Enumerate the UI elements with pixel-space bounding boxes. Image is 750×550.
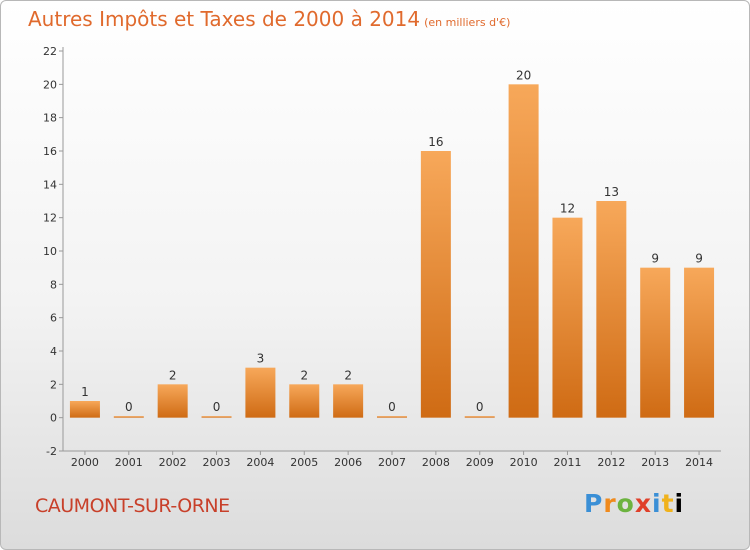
value-label-2004: 3 xyxy=(257,352,265,366)
y-tick-label: 18 xyxy=(43,112,57,125)
logo-letter: P xyxy=(584,489,604,518)
bar-2011 xyxy=(552,217,583,418)
x-tick-label-2005: 2005 xyxy=(290,456,318,469)
chart-subtitle: (en milliers d'€) xyxy=(424,16,511,29)
logo-letter: r xyxy=(603,489,617,518)
bar-2009 xyxy=(464,416,495,418)
value-label-2000: 1 xyxy=(81,385,89,399)
bar-2012 xyxy=(596,201,627,418)
bar-2014 xyxy=(684,267,715,418)
x-tick-label-2003: 2003 xyxy=(203,456,231,469)
x-tick-label-2014: 2014 xyxy=(685,456,713,469)
logo-letter: t xyxy=(661,489,675,518)
value-label-2005: 2 xyxy=(300,368,308,382)
value-label-2001: 0 xyxy=(125,400,133,414)
value-label-2008: 16 xyxy=(428,135,443,149)
x-tick-label-2010: 2010 xyxy=(510,456,538,469)
x-tick-label-2009: 2009 xyxy=(466,456,494,469)
bar-2008 xyxy=(420,151,451,418)
y-tick-label: 20 xyxy=(43,78,57,91)
y-tick-label: 10 xyxy=(43,245,57,258)
chart-title: Autres Impôts et Taxes de 2000 à 2014 (en… xyxy=(28,7,510,31)
commune-name: CAUMONT-SUR-ORNE xyxy=(35,495,230,517)
bar-2010 xyxy=(508,84,539,418)
value-label-2010: 20 xyxy=(516,68,531,82)
y-tick-label: -2 xyxy=(46,445,57,458)
x-tick-label-2002: 2002 xyxy=(159,456,187,469)
y-tick-label: 16 xyxy=(43,145,57,158)
y-tick-label: 2 xyxy=(50,378,57,391)
x-tick-label-2012: 2012 xyxy=(597,456,625,469)
value-label-2007: 0 xyxy=(388,400,396,414)
x-tick-label-2004: 2004 xyxy=(246,456,274,469)
y-tick-label: 4 xyxy=(50,345,57,358)
bar-2001 xyxy=(113,416,144,418)
value-label-2002: 2 xyxy=(169,368,177,382)
value-label-2014: 9 xyxy=(695,252,703,266)
x-tick-label-2007: 2007 xyxy=(378,456,406,469)
x-tick-label-2001: 2001 xyxy=(115,456,143,469)
y-tick-label: 8 xyxy=(50,278,57,291)
value-label-2013: 9 xyxy=(651,252,659,266)
value-label-2003: 0 xyxy=(213,400,221,414)
x-tick-label-2006: 2006 xyxy=(334,456,362,469)
logo-letter: i xyxy=(674,489,685,518)
value-label-2011: 12 xyxy=(560,202,575,216)
logo-letter: o xyxy=(616,489,635,518)
proxiti-logo: Proxiti xyxy=(584,489,684,518)
bar-2004 xyxy=(245,367,276,418)
bar-2003 xyxy=(201,416,232,418)
x-tick-label-2000: 2000 xyxy=(71,456,99,469)
value-label-2009: 0 xyxy=(476,400,484,414)
x-tick-label-2008: 2008 xyxy=(422,456,450,469)
bar-2002 xyxy=(157,384,188,418)
value-label-2006: 2 xyxy=(344,368,352,382)
y-tick-label: 6 xyxy=(50,312,57,325)
bar-2006 xyxy=(333,384,364,418)
value-label-2012: 13 xyxy=(604,185,619,199)
y-tick-label: 14 xyxy=(43,178,57,191)
title-text: Autres Impôts et Taxes de 2000 à 2014 xyxy=(28,7,421,31)
bar-2000 xyxy=(69,401,100,418)
x-tick-label-2013: 2013 xyxy=(641,456,669,469)
logo-letter: i xyxy=(652,489,662,518)
logo-letter: x xyxy=(634,489,652,518)
y-tick-label: 0 xyxy=(50,412,57,425)
x-tick-label-2011: 2011 xyxy=(553,456,581,469)
y-tick-label: 12 xyxy=(43,212,57,225)
bar-2005 xyxy=(289,384,320,418)
y-tick-label: 22 xyxy=(43,45,57,58)
bar-2013 xyxy=(640,267,671,418)
bar-2007 xyxy=(377,416,407,418)
